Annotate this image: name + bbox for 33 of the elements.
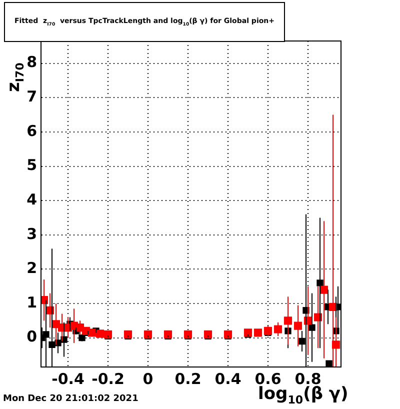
y-tick-label: 1 bbox=[26, 293, 37, 312]
x-axis-title: log$_{10}$(β γ) bbox=[258, 384, 348, 406]
point bbox=[96, 330, 104, 338]
point bbox=[204, 330, 212, 338]
point bbox=[104, 330, 112, 338]
point bbox=[224, 330, 232, 338]
point bbox=[164, 330, 172, 338]
y-tick-label: 5 bbox=[26, 156, 37, 174]
y-tick-label: 8 bbox=[26, 53, 37, 72]
point bbox=[274, 325, 282, 334]
y-tick-label: 6 bbox=[26, 122, 37, 140]
x-tick-label: 0.4 bbox=[214, 370, 242, 388]
point bbox=[144, 330, 152, 338]
y-tick-label: 2 bbox=[26, 259, 37, 278]
y-tick-label: 7 bbox=[26, 88, 37, 106]
y-tick-label: 4 bbox=[26, 190, 37, 208]
point bbox=[244, 328, 252, 337]
x-tick-label: -0.4 bbox=[52, 370, 84, 388]
x-tick-label: 0.2 bbox=[174, 370, 202, 388]
point bbox=[88, 328, 96, 337]
point bbox=[184, 330, 192, 338]
point bbox=[316, 280, 324, 286]
x-tick-label: -0.2 bbox=[92, 370, 124, 388]
y-tick-label: 3 bbox=[26, 224, 37, 243]
y-tick-label: 0 bbox=[26, 328, 37, 346]
point bbox=[124, 330, 132, 338]
point bbox=[42, 331, 50, 338]
text: Mon Dec 20 21:01:02 2021 bbox=[3, 394, 138, 404]
point bbox=[254, 328, 262, 337]
point bbox=[298, 338, 306, 345]
x-tick-label: 0 bbox=[142, 370, 154, 388]
point bbox=[326, 360, 332, 367]
point bbox=[308, 324, 316, 331]
